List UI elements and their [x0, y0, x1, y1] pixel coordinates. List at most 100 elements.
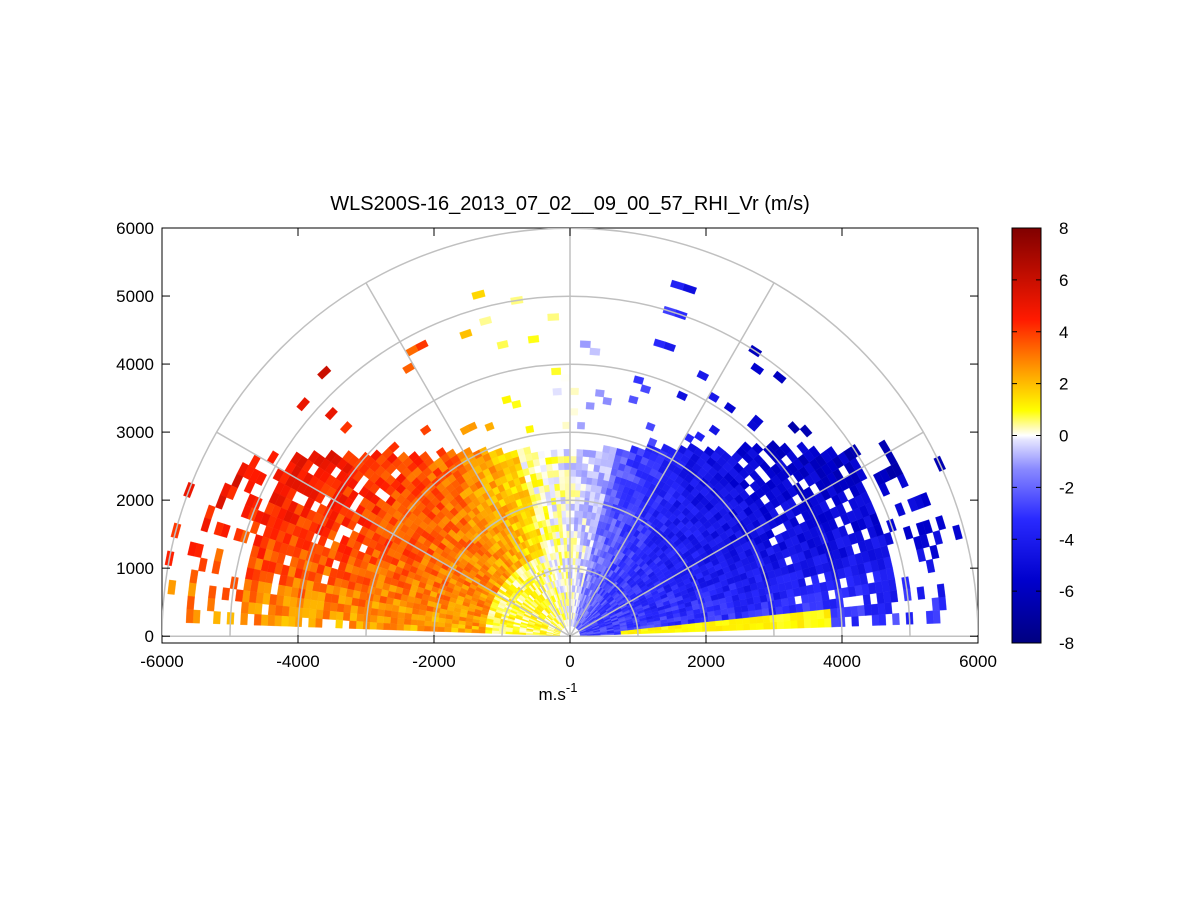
- azimuth-spoke: [216, 431, 571, 637]
- velocity-cell: [797, 619, 805, 629]
- velocity-cell: [694, 431, 706, 442]
- velocity-cell: [418, 609, 427, 616]
- velocity-cell: [741, 610, 750, 619]
- velocity-cell: [803, 610, 811, 620]
- colorbar-tick-label: -6: [1059, 582, 1074, 601]
- velocity-cell: [755, 609, 763, 617]
- velocity-cell: [808, 445, 821, 459]
- velocity-cell: [339, 421, 353, 434]
- velocity-cell: [756, 622, 764, 630]
- velocity-cell: [342, 612, 351, 621]
- velocity-cell: [419, 424, 432, 436]
- velocity-cell: [398, 605, 407, 614]
- velocity-cell: [268, 593, 278, 606]
- velocity-cell: [377, 602, 386, 611]
- velocity-cell: [485, 627, 493, 631]
- velocity-cell: [206, 598, 216, 612]
- velocity-cell: [351, 597, 360, 607]
- chart-title: WLS200S-16_2013_07_02__09_00_57_RHI_Vr (…: [330, 193, 810, 215]
- velocity-cell: [281, 615, 289, 627]
- velocity-cell: [451, 623, 459, 629]
- velocity-cell: [708, 625, 717, 632]
- velocity-cell: [417, 620, 425, 627]
- velocity-cell: [484, 630, 493, 634]
- velocity-cell: [573, 530, 578, 538]
- velocity-cell: [564, 483, 571, 491]
- velocity-cell: [767, 439, 780, 453]
- velocity-cell: [761, 608, 770, 617]
- velocity-cell: [824, 617, 832, 628]
- velocity-cell: [755, 615, 764, 624]
- x-tick-label: -4000: [276, 652, 319, 671]
- velocity-cell: [370, 608, 379, 617]
- velocity-cell: [561, 517, 567, 525]
- velocity-cell: [584, 490, 591, 499]
- velocity-cell: [889, 590, 899, 603]
- colorbar-tick-label: 2: [1059, 375, 1068, 394]
- velocity-cell: [396, 617, 405, 625]
- velocity-cell: [574, 489, 581, 498]
- x-tick-label: -2000: [412, 652, 455, 671]
- y-tick-label: 0: [145, 627, 154, 646]
- velocity-cell: [579, 340, 591, 349]
- velocity-cell: [559, 489, 566, 498]
- velocity-cell: [457, 624, 466, 629]
- x-axis-label-superscript: -1: [566, 680, 578, 695]
- velocity-cell: [350, 605, 359, 614]
- x-tick-label: 4000: [823, 652, 861, 671]
- velocity-cell: [902, 525, 914, 540]
- velocity-cell: [243, 479, 256, 494]
- velocity-cell: [437, 617, 446, 624]
- velocity-cell: [267, 604, 276, 616]
- velocity-cell: [787, 421, 801, 434]
- velocity-cell: [423, 625, 432, 632]
- velocity-cell: [931, 597, 940, 611]
- velocity-cell: [843, 606, 852, 618]
- velocity-cell: [577, 421, 586, 430]
- velocity-cell: [736, 623, 744, 631]
- velocity-cell: [594, 450, 603, 459]
- velocity-cell: [525, 425, 535, 434]
- velocity-cell: [391, 604, 400, 613]
- velocity-cell: [591, 477, 598, 486]
- x-tick-label: 0: [565, 652, 574, 671]
- velocity-cell: [484, 421, 495, 432]
- velocity-cell: [317, 365, 332, 380]
- velocity-cell: [501, 395, 512, 405]
- velocity-cell: [383, 610, 392, 618]
- velocity-cell: [296, 397, 311, 412]
- velocity-cell: [389, 623, 398, 631]
- velocity-cell: [587, 456, 596, 465]
- velocity-cell: [478, 629, 486, 634]
- velocity-cell: [560, 503, 566, 511]
- velocity-cell: [748, 610, 757, 618]
- velocity-cell: [564, 476, 571, 484]
- velocity-cell: [167, 579, 177, 595]
- colorbar-tick-label: 6: [1059, 271, 1068, 290]
- velocity-cell: [862, 593, 872, 606]
- velocity-cell: [376, 615, 385, 624]
- velocity-cell: [235, 589, 244, 602]
- velocity-cell: [382, 623, 391, 631]
- velocity-cell: [585, 483, 592, 492]
- velocity-cell: [574, 510, 579, 518]
- colorbar-ticks: -8 -6 -4 -2 0 2 4 6 8: [1012, 219, 1074, 653]
- velocity-cell: [708, 620, 716, 627]
- velocity-cell: [403, 624, 411, 631]
- velocity-cell: [552, 469, 560, 478]
- x-tick-label: 2000: [687, 652, 725, 671]
- velocity-cell: [850, 605, 859, 617]
- velocity-cell: [585, 477, 593, 485]
- velocity-cell: [602, 445, 611, 454]
- colorbar-tick-label: -4: [1059, 530, 1074, 549]
- velocity-cell: [788, 604, 797, 614]
- velocity-cell: [864, 604, 873, 616]
- velocity-cell: [240, 601, 249, 614]
- colorbar-tick-label: 8: [1059, 219, 1068, 238]
- velocity-cell: [696, 370, 710, 382]
- velocity-cell: [356, 613, 364, 622]
- velocity-cell: [894, 502, 906, 517]
- velocity-cell: [410, 619, 418, 626]
- velocity-cell: [571, 578, 575, 586]
- velocity-cell: [543, 450, 552, 458]
